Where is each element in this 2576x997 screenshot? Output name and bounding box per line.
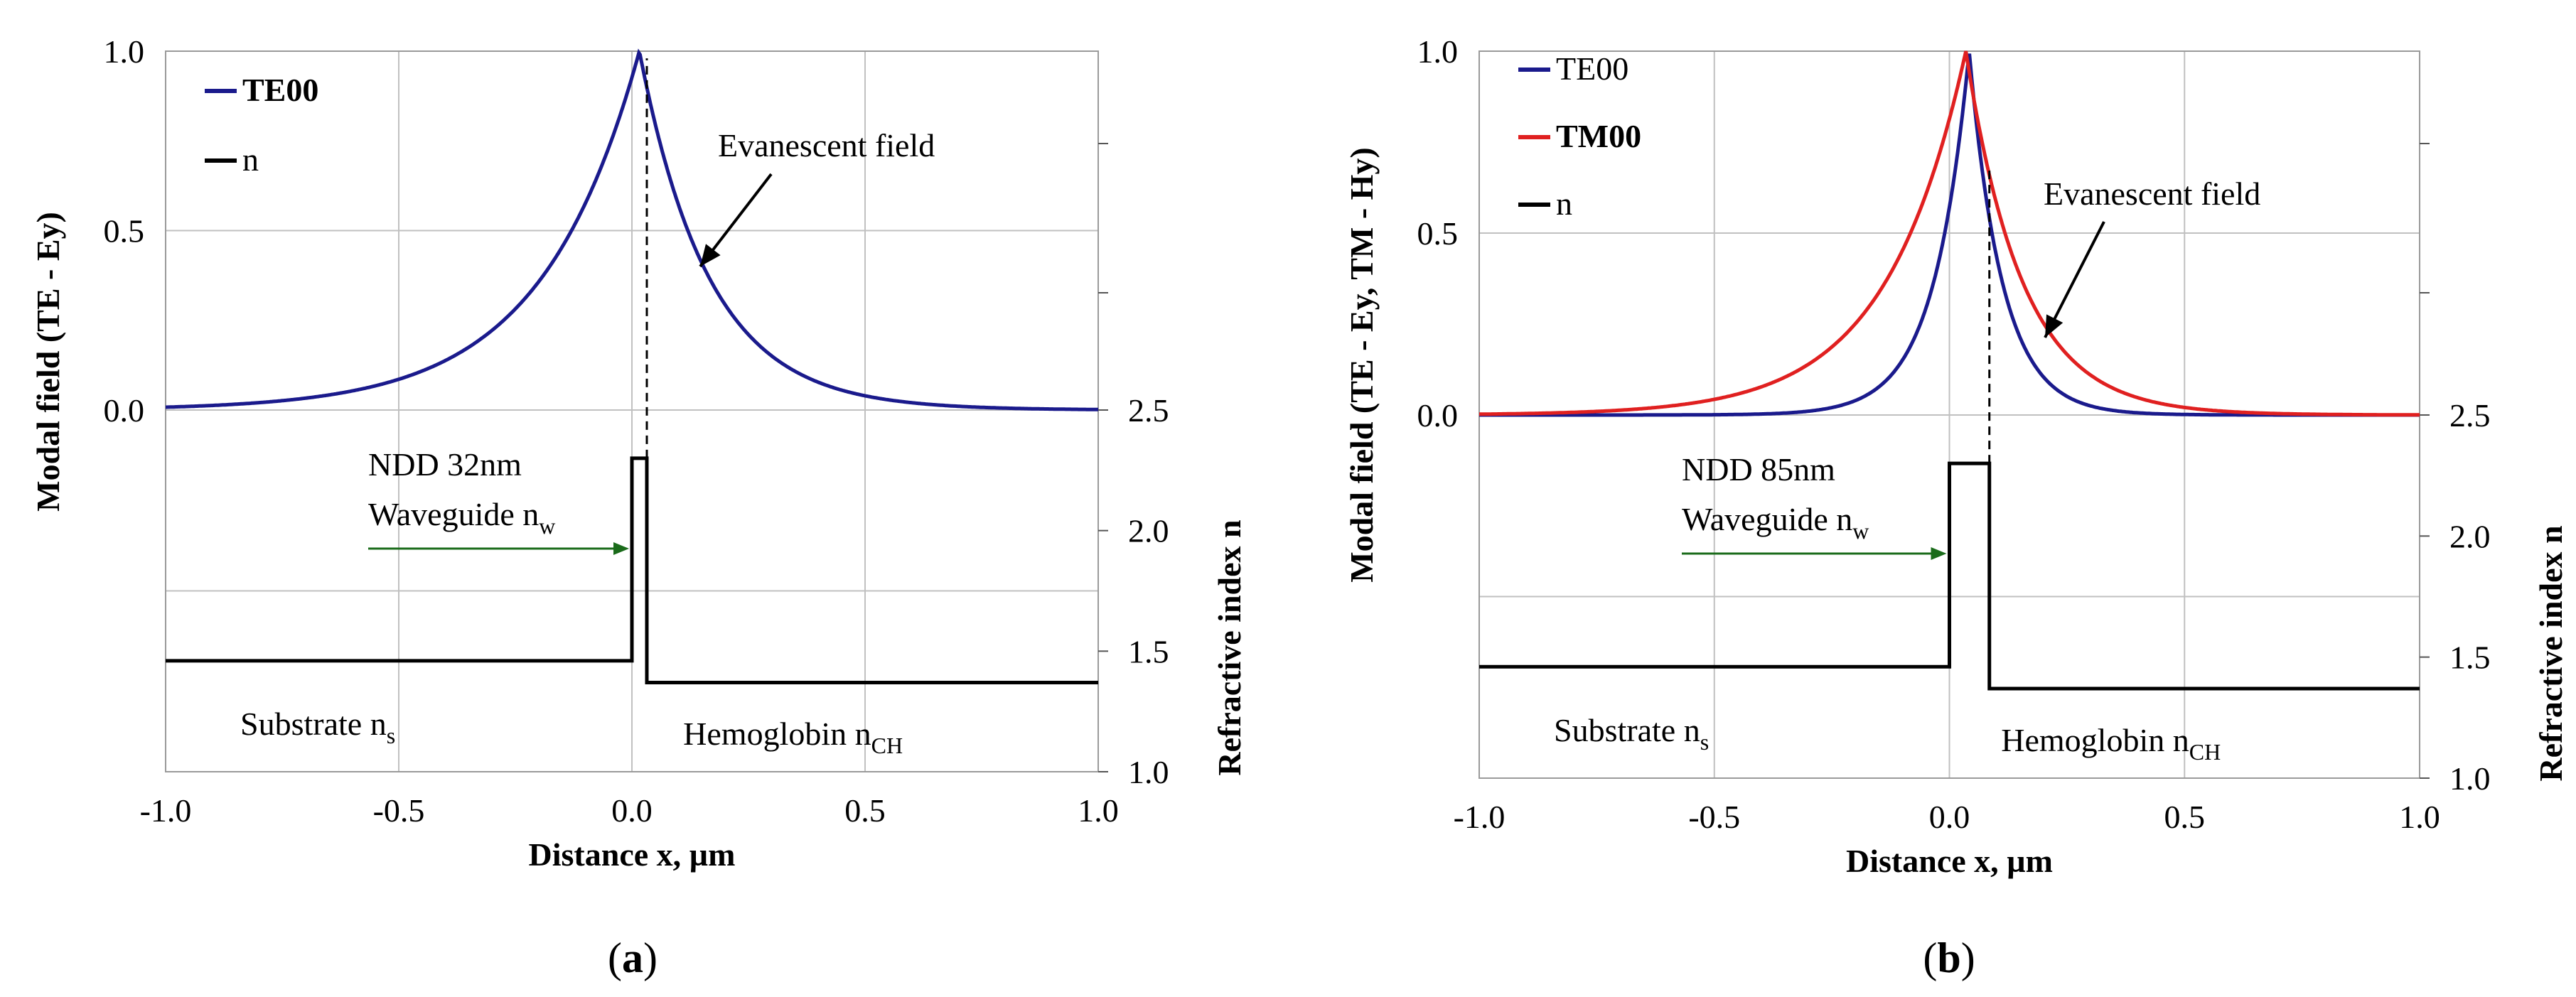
right-tick-label: 1.5 (2449, 640, 2491, 676)
x-tick-label: 0.5 (2164, 799, 2206, 835)
left-tick-label: 1.0 (1417, 33, 1459, 70)
hemoglobin-label: Hemoglobin nCH (683, 716, 903, 758)
substrate-label-main: Substrate n (240, 706, 387, 742)
substrate-label-subscript: s (1700, 729, 1709, 755)
right-tick-label: 2.0 (1128, 513, 1169, 549)
hemoglobin-label-subscript: CH (2189, 739, 2221, 765)
y-axis-label-left: Modal field (TE - Ey, TM - Hy) (1343, 147, 1380, 583)
hemoglobin-label-subscript: CH (871, 733, 903, 758)
legend-label-n: n (242, 141, 259, 178)
evanescent-arrow-line (2044, 221, 2105, 338)
waveguide-label-subscript: w (1852, 518, 1869, 544)
panel-caption: (a) (608, 934, 658, 981)
panel-caption: (b) (1923, 934, 1975, 981)
right-tick-label: 2.5 (2449, 397, 2491, 433)
x-tick-label: 0.5 (844, 792, 886, 829)
panel-a: 1.0 1.5 2.0 2.5 0.0 0.5 1.0 -1.0 -0.5 0.0 0.5 1.0 Di… (30, 33, 1247, 981)
legend-label-te00: TE00 (1556, 50, 1628, 87)
right-tick-label: 1.0 (2449, 760, 2491, 797)
evanescent-label: Evanescent field (2044, 176, 2260, 212)
y-axis-label-right: Refractive index n (2533, 525, 2569, 781)
hemoglobin-label-main: Hemoglobin n (2001, 722, 2189, 758)
series-line-index (166, 456, 1098, 684)
x-tick-label: 0.0 (1929, 799, 1970, 835)
evanescent-label: Evanescent field (718, 127, 935, 163)
x-tick-label: 0.0 (611, 792, 653, 829)
evanescent-arrow-head (700, 244, 721, 266)
panel-b: 1.0 1.5 2.0 2.5 0.0 0.5 1.0 -1.0 -0.5 0.0 0.5 1.0 Di… (1343, 33, 2569, 981)
left-tick-label: 0.5 (1417, 215, 1459, 252)
waveguide-label-main: Waveguide n (368, 496, 539, 532)
x-tick-label: -1.0 (1454, 799, 1506, 835)
y-axis-label-right: Refractive index n (1211, 519, 1247, 775)
ndd-label: NDD 85nm (1682, 451, 1835, 487)
series-line-te00 (1479, 53, 2420, 417)
x-tick-label: -0.5 (1688, 799, 1740, 835)
ndd-label: NDD 32nm (368, 446, 522, 483)
substrate-label-main: Substrate n (1554, 712, 1700, 748)
waveguide-label: Waveguide nw (1682, 501, 1869, 544)
series-line-index (1479, 461, 2420, 691)
legend-label-n: n (1556, 185, 1572, 222)
plot-frame (165, 50, 1099, 772)
series-line-te00 (166, 48, 1098, 411)
right-tick-label: 1.5 (1128, 633, 1169, 669)
hemoglobin-label-main: Hemoglobin n (683, 716, 871, 752)
y-axis-label-left: Modal field (TE - Ey) (30, 212, 66, 512)
hemoglobin-label: Hemoglobin nCH (2001, 722, 2221, 765)
x-tick-label: -1.0 (140, 792, 192, 829)
substrate-label: Substrate ns (1554, 712, 1709, 755)
substrate-label-subscript: s (387, 723, 395, 748)
waveguide-label-main: Waveguide n (1682, 501, 1852, 537)
panel-letter: a (622, 934, 643, 981)
x-axis-label: Distance x, µm (1846, 843, 2053, 879)
left-tick-label: 0.0 (104, 392, 145, 429)
legend-label-tm00: TM00 (1556, 118, 1641, 154)
waveguide-arrow-head (1931, 547, 1947, 560)
evanescent-arrow-head (2045, 314, 2064, 338)
waveguide-label: Waveguide nw (368, 496, 555, 539)
substrate-label: Substrate ns (240, 706, 395, 748)
x-axis-label: Distance x, µm (529, 836, 736, 873)
right-tick-label: 1.0 (1128, 754, 1169, 790)
x-tick-label: -0.5 (373, 792, 425, 829)
panel-letter: b (1937, 934, 1960, 981)
x-tick-label: 1.0 (1078, 792, 1119, 829)
left-tick-label: 0.5 (104, 213, 145, 249)
waveguide-label-subscript: w (539, 513, 555, 539)
x-tick-label: 1.0 (2399, 799, 2440, 835)
waveguide-arrow-head (613, 542, 629, 555)
right-tick-label: 2.0 (2449, 518, 2491, 554)
legend-label-te00: TE00 (242, 72, 318, 108)
series-line-tm00 (1479, 50, 2420, 417)
left-tick-label: 0.0 (1417, 397, 1459, 433)
right-tick-label: 2.5 (1128, 392, 1169, 429)
left-tick-label: 1.0 (104, 33, 145, 70)
